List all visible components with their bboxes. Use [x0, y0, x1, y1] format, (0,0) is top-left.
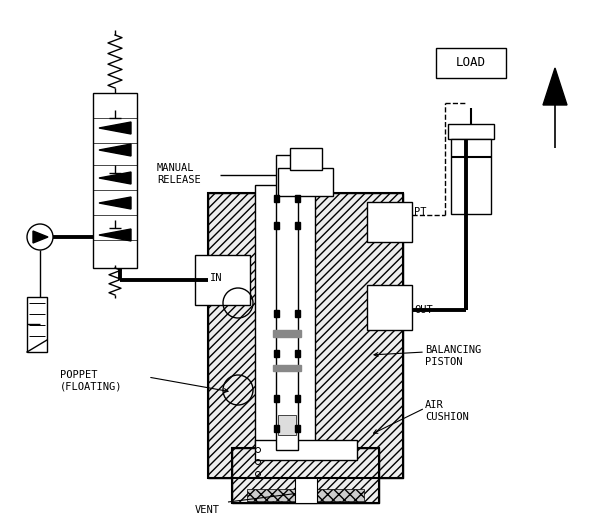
- Bar: [273, 330, 301, 337]
- Bar: [208, 193, 403, 478]
- Bar: [295, 395, 300, 402]
- Bar: [273, 365, 301, 371]
- Bar: [274, 195, 279, 202]
- Bar: [448, 124, 494, 139]
- Text: MANUAL
RELEASE: MANUAL RELEASE: [157, 163, 201, 185]
- Text: LOAD: LOAD: [456, 56, 486, 70]
- Bar: [274, 395, 279, 402]
- Bar: [295, 310, 300, 317]
- Polygon shape: [33, 231, 48, 243]
- Bar: [290, 148, 322, 170]
- Text: IN: IN: [210, 273, 223, 283]
- Bar: [232, 448, 379, 503]
- Bar: [295, 350, 300, 357]
- Bar: [247, 489, 364, 501]
- Bar: [451, 139, 491, 214]
- Bar: [436, 48, 506, 78]
- Bar: [27, 297, 47, 352]
- Bar: [367, 285, 412, 330]
- Bar: [255, 185, 315, 445]
- Bar: [274, 350, 279, 357]
- Text: POPPET
(FLOATING): POPPET (FLOATING): [60, 370, 122, 392]
- Bar: [232, 448, 379, 503]
- Bar: [274, 310, 279, 317]
- Text: PT: PT: [414, 207, 427, 217]
- Polygon shape: [99, 144, 131, 156]
- Bar: [295, 425, 300, 432]
- Bar: [295, 478, 317, 503]
- Bar: [278, 168, 333, 196]
- Bar: [367, 202, 412, 242]
- Polygon shape: [99, 122, 131, 134]
- Bar: [93, 93, 137, 268]
- Bar: [274, 222, 279, 229]
- Bar: [255, 440, 357, 460]
- Bar: [276, 155, 298, 450]
- Bar: [208, 193, 403, 478]
- Bar: [278, 415, 296, 435]
- Bar: [274, 425, 279, 432]
- Bar: [295, 222, 300, 229]
- Polygon shape: [99, 197, 131, 209]
- Text: OUT: OUT: [414, 305, 433, 315]
- Text: BALANCING
PISTON: BALANCING PISTON: [425, 345, 481, 366]
- Text: VENT: VENT: [195, 505, 220, 515]
- Bar: [295, 195, 300, 202]
- Polygon shape: [543, 68, 567, 105]
- Text: AIR
CUSHION: AIR CUSHION: [425, 400, 469, 421]
- Polygon shape: [99, 229, 131, 241]
- Bar: [195, 255, 250, 305]
- Polygon shape: [99, 172, 131, 184]
